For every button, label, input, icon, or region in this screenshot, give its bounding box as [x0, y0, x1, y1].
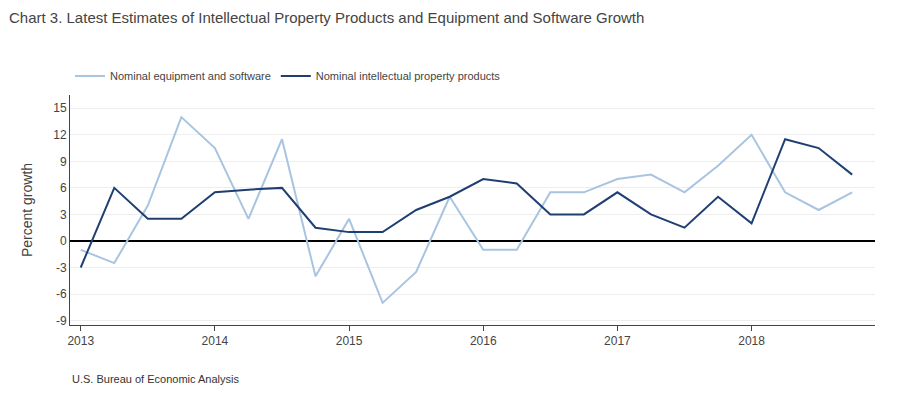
svg-text:Chart 3. Latest Estimates of I: Chart 3. Latest Estimates of Intellectua…	[9, 9, 644, 26]
svg-text:2014: 2014	[202, 334, 229, 348]
svg-text:15: 15	[53, 101, 67, 115]
svg-text:2016: 2016	[470, 334, 497, 348]
svg-text:12: 12	[53, 128, 67, 142]
svg-text:Nominal equipment and software: Nominal equipment and software	[110, 70, 271, 82]
svg-text:2018: 2018	[738, 334, 765, 348]
svg-text:9: 9	[60, 155, 67, 169]
svg-text:U.S. Bureau of Economic Analys: U.S. Bureau of Economic Analysis	[72, 373, 239, 385]
svg-text:2017: 2017	[604, 334, 631, 348]
svg-text:3: 3	[60, 208, 67, 222]
svg-text:Nominal intellectual property: Nominal intellectual property products	[316, 70, 501, 82]
svg-text:2015: 2015	[336, 334, 363, 348]
svg-text:-9: -9	[56, 314, 67, 328]
svg-text:2013: 2013	[67, 334, 94, 348]
svg-text:6: 6	[60, 181, 67, 195]
svg-text:-6: -6	[56, 287, 67, 301]
svg-text:-3: -3	[56, 261, 67, 275]
svg-text:Percent growth: Percent growth	[19, 163, 35, 257]
svg-text:0: 0	[60, 234, 67, 248]
